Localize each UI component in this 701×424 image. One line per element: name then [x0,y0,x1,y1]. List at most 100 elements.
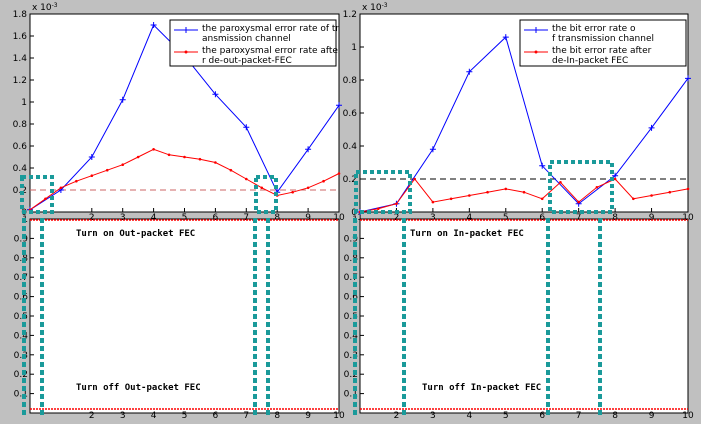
highlight-box [254,175,278,214]
x-tick-label: 4 [466,213,472,223]
x-tick-label: 8 [612,213,618,223]
data-point [337,172,341,175]
data-point [595,185,599,189]
bottom-x-tick-label: 4 [151,411,157,420]
data-point [648,124,655,131]
x-tick-label: 3 [430,213,436,223]
bottom-y-tick-label: 0.8 [14,254,29,264]
chart-1: x 10-300.20.40.60.811.21.41.61.82 3 4 5 6 7 8 9… [13,2,345,421]
bottom-x-tick-label: 8 [612,411,618,420]
data-point [243,124,250,131]
bottom-y-tick-label: 0.2 [344,370,358,380]
data-point [468,194,471,197]
bottom-y-tick-label: 0.5 [344,312,358,322]
data-point [429,146,436,153]
data-point [183,155,186,159]
data-point [613,177,617,181]
data-point [668,190,672,194]
x-tick-label: 10 [333,213,345,223]
bottom-y-tick-label: 0.4 [14,331,29,341]
y-tick-label: 0.4 [343,142,358,152]
data-point [522,190,526,194]
turn-off-label: Turn off Out-packet FEC [76,383,201,393]
legend-label: the bit error rate after [552,46,652,56]
bottom-plot-area [29,218,340,414]
data-point [59,186,63,190]
y-tick-label: 1 [21,98,27,108]
data-point [245,177,248,181]
data-point [105,168,109,172]
y-tick-label: 1.4 [13,54,28,64]
turn-off-label: Turn off In-packet FEC [422,383,541,393]
turn-on-label: Turn on In-packet FEC [410,229,524,239]
bottom-x-tick-label: 4 [466,411,472,420]
legend-label: de-In-packet FEC [552,56,628,66]
data-point [686,187,690,191]
bottom-y-tick-label: 0.5 [14,312,28,322]
data-point [167,153,171,157]
y-tick-label: 1.6 [13,32,28,42]
bottom-x-tick-label: 6 [213,411,219,420]
bottom-x-tick-label: 9 [305,411,311,420]
bottom-x-tick-label: 7 [576,411,582,420]
data-point [121,163,124,166]
bottom-x-tick-label: 5 [503,411,509,420]
data-point [322,179,325,183]
bottom-x-tick-label: 2 [394,411,400,420]
x-tick-label: 5 [503,213,509,223]
bottom-x-tick-label: 2 [89,411,95,420]
y-tick-label: 0.2 [13,186,27,196]
y-tick-label: 1.8 [13,10,28,20]
legend-marker [183,27,189,33]
data-point [540,197,544,201]
legend-box [519,19,687,67]
legend-label: the bit error rate o [552,24,636,34]
bottom-y-tick-label: 0.8 [344,254,359,264]
data-point [431,200,435,204]
x-tick-label: 2 [89,213,95,223]
data-point [449,197,453,201]
bottom-y-tick-label: 0.6 [14,293,29,303]
data-point [152,148,155,151]
bottom-y-tick-label: 0.3 [344,351,358,361]
x-tick-label: 2 [394,213,400,223]
exponent-power: -3 [52,2,58,9]
data-point [88,154,95,160]
data-point [376,207,380,210]
data-point [90,174,94,177]
bottom-x-tick-label: 5 [182,411,188,420]
legend-label: f transmission channel [552,34,654,44]
bottom-y-tick-label: 0.4 [344,331,359,341]
data-point [466,68,473,75]
x-tick-label: 1 [357,213,363,223]
data-point [44,197,47,201]
bottom-y-tick-label: 0.6 [344,293,359,303]
data-point [612,172,619,179]
data-point [539,162,546,169]
x-tick-label: 7 [576,213,582,223]
data-point [336,102,342,109]
bottom-x-tick-label: 7 [243,411,249,420]
x-tick-label: 10 [682,213,694,223]
data-point [291,190,294,194]
y-tick-label: 0.8 [343,76,358,86]
exponent-power: -3 [382,2,388,9]
data-point [632,197,635,201]
legend-marker [184,50,188,54]
x-tick-label: 7 [243,213,249,223]
data-point [214,161,217,164]
data-point [577,200,580,204]
turn-on-label: Turn on Out-packet FEC [76,229,195,239]
y-tick-label: 1.2 [343,10,357,20]
bottom-y-tick-label: 0.3 [14,351,28,361]
data-point [150,22,157,28]
data-point [559,181,562,184]
legend-label: the paroxysmal error rate of tr [202,24,339,34]
legend-label: the paroxysmal error rate afte [202,46,338,56]
bottom-x-tick-label: 10 [682,411,694,420]
highlight-box [354,170,412,214]
data-point [229,168,233,172]
